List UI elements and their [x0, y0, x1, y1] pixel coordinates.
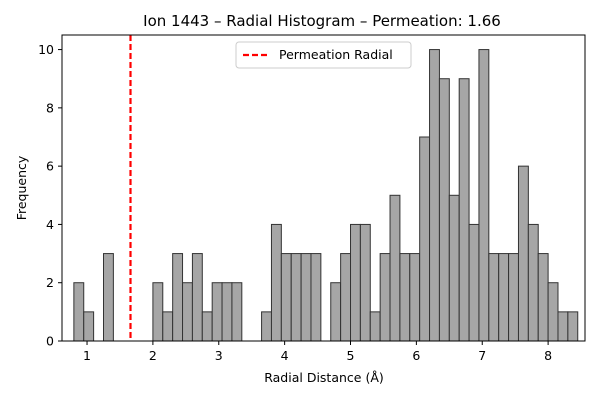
histogram-bar	[270, 223, 282, 342]
histogram-bar	[458, 78, 470, 342]
bars-group	[73, 49, 579, 342]
x-axis-ticks: 1 2 3 4 5 6 7 8	[83, 341, 552, 363]
histogram-bar	[231, 282, 243, 342]
y-tick-label: 8	[46, 100, 54, 115]
chart-title: Ion 1443 – Radial Histogram – Permeation…	[143, 12, 501, 30]
x-axis-label: Radial Distance (Å)	[264, 370, 384, 385]
histogram-bar	[359, 223, 371, 342]
y-tick-label: 6	[46, 159, 54, 174]
histogram-bar	[172, 253, 184, 342]
histogram-bar	[488, 253, 500, 342]
histogram-bar	[330, 282, 342, 342]
histogram-bar	[310, 253, 322, 342]
histogram-bar	[350, 223, 361, 342]
x-tick-label: 7	[478, 348, 486, 363]
x-tick-label: 6	[412, 348, 420, 363]
histogram-bar	[83, 311, 95, 342]
histogram-bar	[261, 311, 272, 342]
histogram-bar	[478, 49, 490, 342]
legend: Permeation Radial	[235, 41, 412, 69]
histogram-bar	[162, 311, 174, 342]
histogram-bar	[527, 223, 539, 342]
histogram-bar	[389, 194, 401, 342]
x-tick-label: 4	[281, 348, 289, 363]
histogram-bar	[211, 282, 223, 342]
histogram-bar	[468, 223, 480, 342]
histogram-bar	[498, 253, 510, 342]
histogram-bar	[448, 194, 460, 342]
histogram-bar	[409, 253, 421, 342]
x-tick-label: 8	[544, 348, 552, 363]
histogram-bar	[280, 253, 292, 342]
histogram-bar	[399, 253, 411, 342]
histogram-bar	[429, 49, 440, 342]
histogram-bar	[73, 282, 85, 342]
x-tick-label: 1	[83, 348, 91, 363]
y-tick-label: 4	[46, 217, 54, 232]
histogram-bar	[508, 253, 519, 342]
histogram-bar	[369, 311, 381, 342]
histogram-bar	[103, 253, 114, 342]
histogram-bar	[557, 311, 569, 342]
histogram-bar	[201, 311, 213, 342]
histogram-bar	[290, 253, 302, 342]
plot-frame	[61, 34, 586, 342]
y-tick-label: 2	[46, 275, 54, 290]
x-tick-label: 3	[215, 348, 223, 363]
x-tick-label: 2	[149, 348, 157, 363]
histogram-bar	[537, 253, 549, 342]
histogram-bar	[517, 165, 529, 342]
y-axis-label: Frequency	[14, 155, 29, 220]
legend-box	[235, 41, 412, 69]
histogram-bar	[152, 282, 164, 342]
histogram-bar	[547, 282, 559, 342]
histogram-bar	[191, 253, 203, 342]
y-tick-label: 10	[38, 42, 54, 57]
histogram-bar	[379, 253, 391, 342]
y-tick-label: 0	[46, 334, 54, 349]
histogram-bar	[300, 253, 312, 342]
histogram-bar	[221, 282, 233, 342]
y-axis-ticks: 0 2 4 6 8 10	[38, 42, 62, 349]
x-tick-label: 5	[347, 348, 355, 363]
histogram-bar	[438, 78, 450, 342]
legend-label: Permeation Radial	[279, 47, 393, 62]
histogram-bar	[340, 253, 352, 342]
histogram-bar	[182, 282, 193, 342]
histogram-bar	[419, 136, 431, 342]
histogram-bar	[567, 311, 579, 342]
